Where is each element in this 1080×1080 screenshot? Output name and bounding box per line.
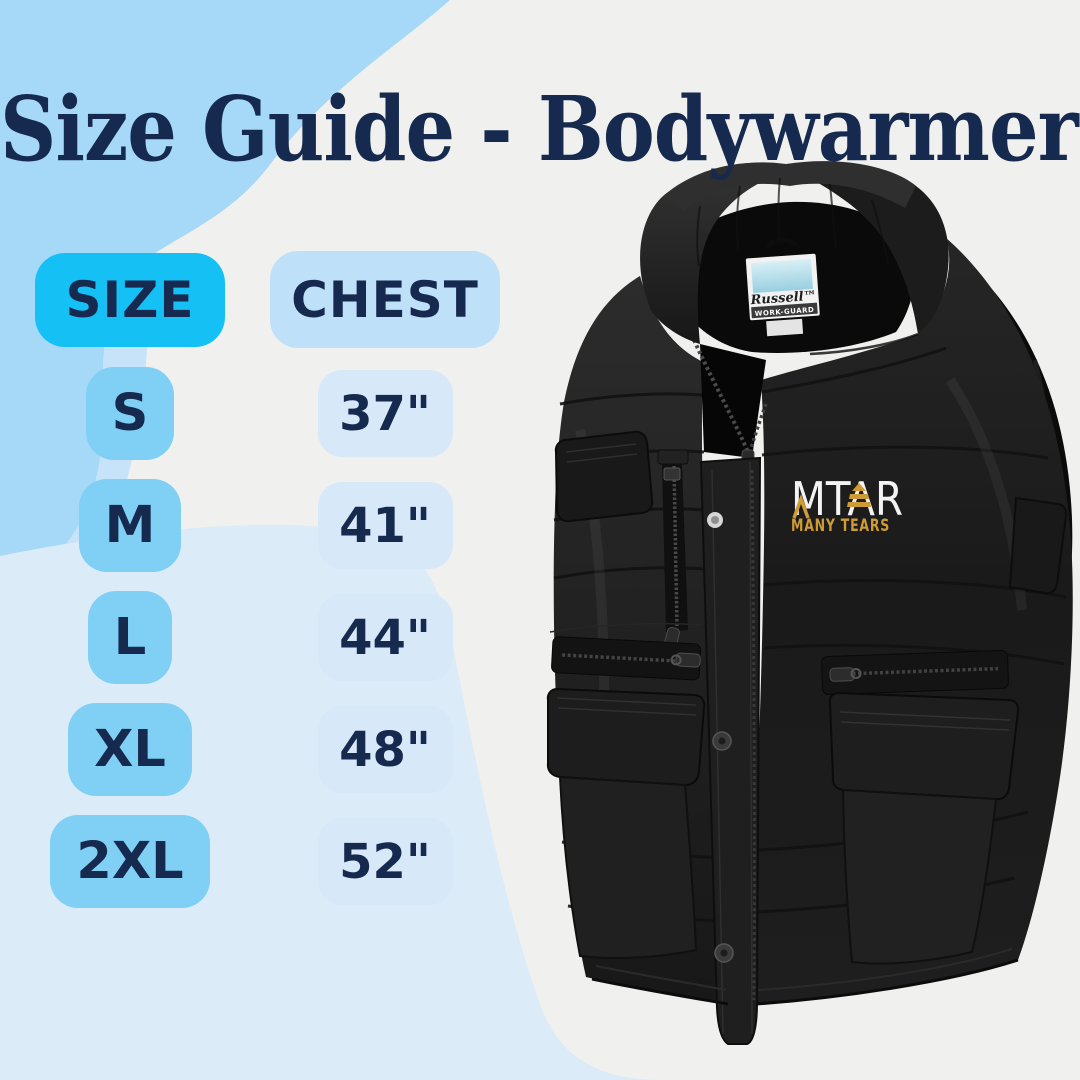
chest-column-header: CHEST xyxy=(270,251,500,348)
size-cell-l: L xyxy=(87,591,173,684)
collar xyxy=(640,161,949,356)
chest-cell-m: 41" xyxy=(317,482,453,569)
right-flap-pocket xyxy=(828,691,1020,965)
chest-cell-xl: 48" xyxy=(317,706,453,793)
table-row: L 44" xyxy=(0,591,510,688)
snap-button xyxy=(714,943,734,963)
left-zip-pocket xyxy=(551,636,702,681)
logo-text: MTAR xyxy=(791,472,903,526)
snap-button xyxy=(707,512,723,528)
brand-label-text: Russell™ xyxy=(749,289,817,309)
bodywarmer-product-photo: Russell™ WORK-GUARD xyxy=(546,161,1073,1045)
table-row: XL 48" xyxy=(0,703,510,800)
logo-gold-pyramid xyxy=(847,483,871,507)
size-cell-s: S xyxy=(85,367,175,460)
right-zip-pocket xyxy=(821,649,1009,696)
snap-button xyxy=(712,731,732,751)
table-row: M 41" xyxy=(0,479,510,576)
mtar-logo: MTAR MANY TEARS xyxy=(791,472,903,535)
size-column-header: SIZE xyxy=(35,252,225,347)
chest-cell-2xl: 52" xyxy=(317,818,453,905)
size-cell-xl: XL xyxy=(68,703,192,796)
side-flap xyxy=(1008,496,1068,595)
left-flap-pocket xyxy=(546,687,706,959)
chest-cell-l: 44" xyxy=(317,594,453,681)
logo-tagline: MANY TEARS xyxy=(791,516,890,535)
size-table: SIZE CHEST S 37" M 41" L 44" XL 48" 2XL … xyxy=(0,251,510,913)
neck-label: Russell™ WORK-GUARD xyxy=(745,253,820,337)
table-row: S 37" xyxy=(0,367,510,464)
hanger-loop xyxy=(765,237,799,250)
size-cell-m: M xyxy=(78,479,182,572)
chest-flap-pocket xyxy=(554,430,654,523)
logo-gold-chevron xyxy=(792,493,810,519)
front-zip-opening xyxy=(700,344,766,458)
size-cell-2xl: 2XL xyxy=(50,815,210,908)
page-title: Size Guide - Bodywarmers xyxy=(0,78,1080,183)
table-row: 2XL 52" xyxy=(0,815,510,912)
stitch-line xyxy=(549,622,703,633)
chest-zip-pocket xyxy=(657,449,689,653)
front-placket xyxy=(699,456,762,1045)
table-header-row: SIZE CHEST xyxy=(0,251,510,350)
hem-stitching xyxy=(591,948,1019,1006)
chest-cell-s: 37" xyxy=(317,370,453,457)
top-left-blob xyxy=(0,0,450,588)
